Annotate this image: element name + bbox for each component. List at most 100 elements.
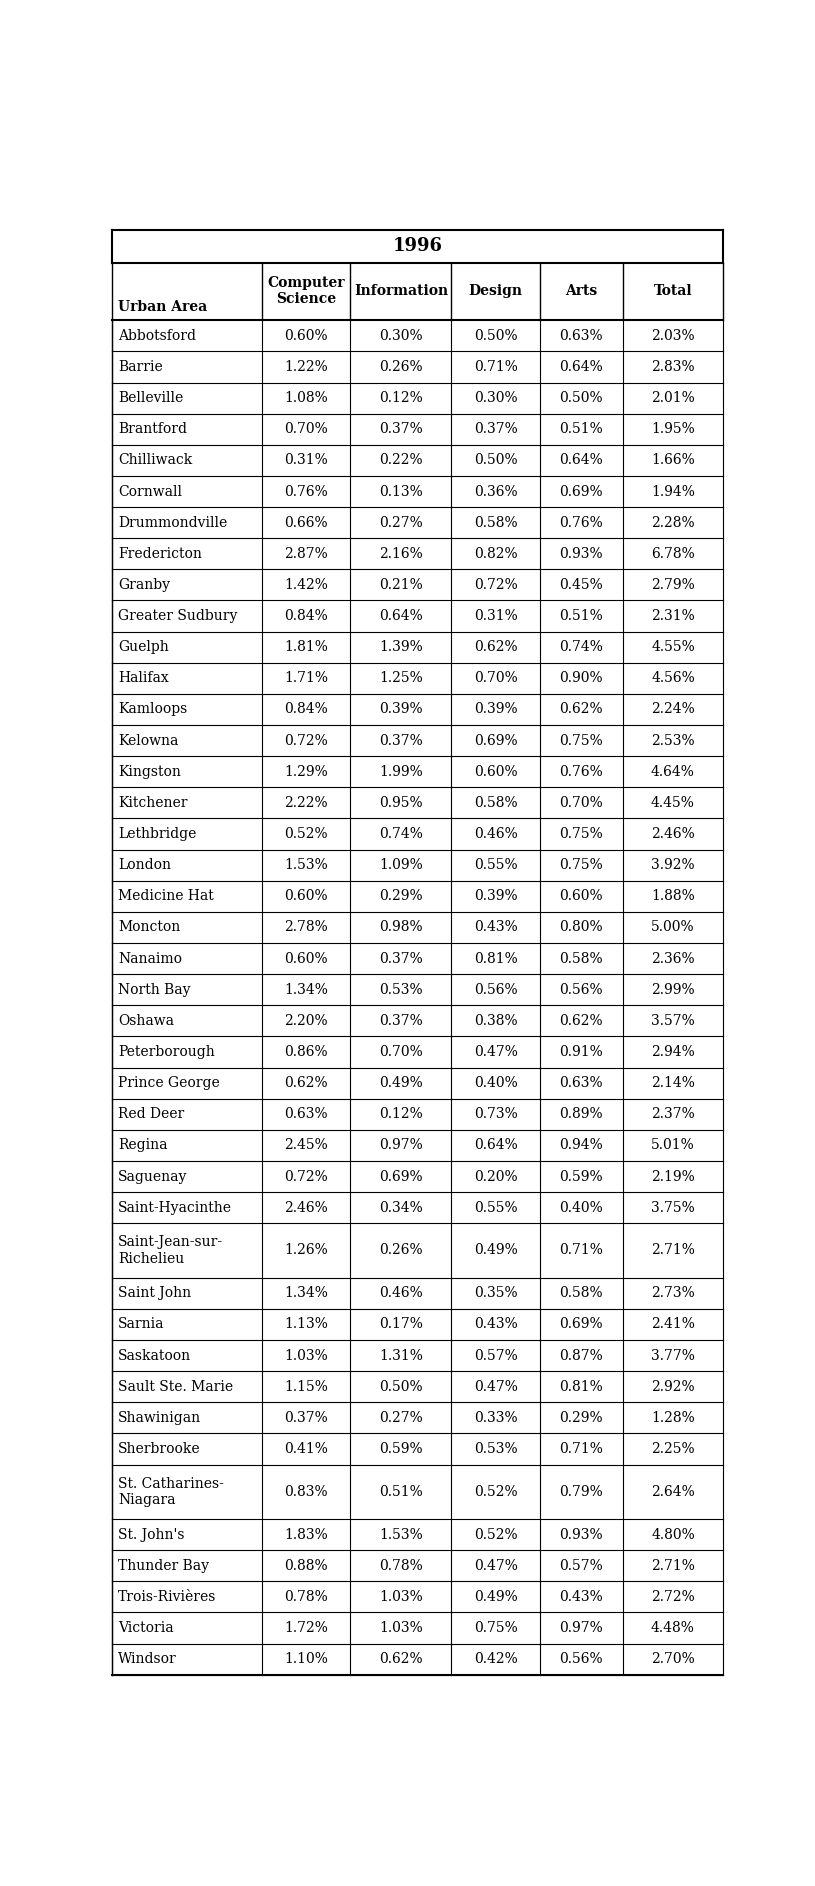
Text: Abbotsford: Abbotsford (118, 328, 196, 343)
Text: 1996: 1996 (393, 238, 443, 255)
Text: 1.95%: 1.95% (651, 422, 695, 436)
Text: 0.47%: 0.47% (474, 1558, 518, 1573)
Text: Arts: Arts (565, 285, 597, 298)
Text: 0.69%: 0.69% (559, 485, 603, 498)
Text: Prince George: Prince George (118, 1077, 220, 1090)
Text: 2.41%: 2.41% (651, 1318, 695, 1332)
Text: 2.70%: 2.70% (651, 1652, 695, 1665)
Text: 0.21%: 0.21% (379, 577, 423, 592)
Text: 0.29%: 0.29% (559, 1411, 603, 1424)
Text: 1.34%: 1.34% (284, 1286, 328, 1299)
Text: 0.72%: 0.72% (474, 577, 518, 592)
Text: 0.98%: 0.98% (379, 920, 423, 934)
Text: 0.49%: 0.49% (379, 1077, 423, 1090)
Text: Chilliwack: Chilliwack (118, 453, 192, 468)
Text: 0.76%: 0.76% (559, 515, 603, 530)
Text: 0.78%: 0.78% (379, 1558, 423, 1573)
Text: 0.58%: 0.58% (474, 796, 518, 809)
Text: Belleville: Belleville (118, 390, 183, 405)
Text: 0.64%: 0.64% (559, 360, 603, 373)
Text: 2.46%: 2.46% (284, 1201, 328, 1215)
Text: Drummondville: Drummondville (118, 515, 227, 530)
Text: 5.01%: 5.01% (651, 1139, 695, 1152)
Text: 0.75%: 0.75% (559, 826, 603, 841)
Text: 1.29%: 1.29% (284, 764, 328, 779)
Text: Nanaimo: Nanaimo (118, 952, 182, 966)
Text: 0.49%: 0.49% (474, 1590, 518, 1603)
Text: 0.42%: 0.42% (474, 1652, 518, 1665)
Text: Saint-Hyacinthe: Saint-Hyacinthe (118, 1201, 232, 1215)
Text: 0.69%: 0.69% (379, 1169, 423, 1184)
Text: Regina: Regina (118, 1139, 168, 1152)
Text: Fredericton: Fredericton (118, 547, 202, 560)
Text: 0.71%: 0.71% (474, 360, 518, 373)
Text: 2.14%: 2.14% (651, 1077, 695, 1090)
Text: 0.62%: 0.62% (284, 1077, 328, 1090)
Text: 1.88%: 1.88% (651, 890, 695, 903)
Text: 1.25%: 1.25% (379, 671, 423, 685)
Text: 2.37%: 2.37% (651, 1107, 695, 1122)
Text: Computer
Science: Computer Science (267, 275, 345, 307)
Text: 0.58%: 0.58% (474, 515, 518, 530)
Text: Lethbridge: Lethbridge (118, 826, 196, 841)
Text: 0.52%: 0.52% (474, 1484, 518, 1499)
Text: 6.78%: 6.78% (651, 547, 695, 560)
Text: 0.27%: 0.27% (379, 1411, 423, 1424)
Text: 0.76%: 0.76% (559, 764, 603, 779)
Text: 0.56%: 0.56% (559, 983, 603, 996)
Text: 4.64%: 4.64% (651, 764, 695, 779)
Text: 1.08%: 1.08% (284, 390, 328, 405)
Text: 0.93%: 0.93% (559, 547, 603, 560)
Text: 0.51%: 0.51% (379, 1484, 423, 1499)
Text: 2.99%: 2.99% (651, 983, 695, 996)
Text: Sherbrooke: Sherbrooke (118, 1443, 200, 1456)
Text: 1.03%: 1.03% (284, 1348, 328, 1362)
Text: 1.53%: 1.53% (379, 1528, 423, 1541)
Text: 0.37%: 0.37% (284, 1411, 328, 1424)
Text: 2.01%: 2.01% (651, 390, 695, 405)
Text: North Bay: North Bay (118, 983, 191, 996)
Text: 0.75%: 0.75% (474, 1620, 518, 1635)
Text: 0.76%: 0.76% (284, 485, 328, 498)
Text: 0.47%: 0.47% (474, 1381, 518, 1394)
Text: Victoria: Victoria (118, 1620, 174, 1635)
Text: 0.72%: 0.72% (284, 1169, 328, 1184)
Text: 0.49%: 0.49% (474, 1243, 518, 1258)
Text: 2.45%: 2.45% (284, 1139, 328, 1152)
Text: 0.51%: 0.51% (559, 609, 603, 622)
Text: 2.31%: 2.31% (651, 609, 695, 622)
Text: 1.09%: 1.09% (379, 858, 423, 871)
Text: 0.69%: 0.69% (559, 1318, 603, 1332)
Text: 0.93%: 0.93% (559, 1528, 603, 1541)
Text: Total: Total (654, 285, 692, 298)
Text: 0.58%: 0.58% (559, 952, 603, 966)
Text: 5.00%: 5.00% (651, 920, 695, 934)
Text: 0.55%: 0.55% (474, 1201, 518, 1215)
Text: 0.95%: 0.95% (379, 796, 423, 809)
Text: 1.34%: 1.34% (284, 983, 328, 996)
Text: Peterborough: Peterborough (118, 1045, 215, 1058)
Text: 1.26%: 1.26% (284, 1243, 328, 1258)
Text: 0.74%: 0.74% (379, 826, 423, 841)
Text: 2.22%: 2.22% (284, 796, 328, 809)
Text: Kelowna: Kelowna (118, 734, 178, 747)
Text: Urban Area: Urban Area (118, 300, 207, 315)
Text: 1.83%: 1.83% (284, 1528, 328, 1541)
Text: Shawinigan: Shawinigan (118, 1411, 201, 1424)
Text: 1.39%: 1.39% (379, 639, 423, 654)
Text: 4.56%: 4.56% (651, 671, 695, 685)
Text: 4.80%: 4.80% (651, 1528, 695, 1541)
Text: 2.87%: 2.87% (284, 547, 328, 560)
Text: 1.81%: 1.81% (284, 639, 328, 654)
Text: 2.73%: 2.73% (651, 1286, 695, 1299)
Text: 0.39%: 0.39% (379, 702, 423, 717)
Text: 0.62%: 0.62% (379, 1652, 423, 1665)
Text: 0.64%: 0.64% (379, 609, 423, 622)
Text: 0.57%: 0.57% (559, 1558, 603, 1573)
Text: 0.88%: 0.88% (284, 1558, 328, 1573)
Text: 0.50%: 0.50% (474, 453, 518, 468)
Text: 0.72%: 0.72% (284, 734, 328, 747)
Text: Oshawa: Oshawa (118, 1015, 174, 1028)
Text: 0.63%: 0.63% (559, 1077, 603, 1090)
Text: Guelph: Guelph (118, 639, 169, 654)
